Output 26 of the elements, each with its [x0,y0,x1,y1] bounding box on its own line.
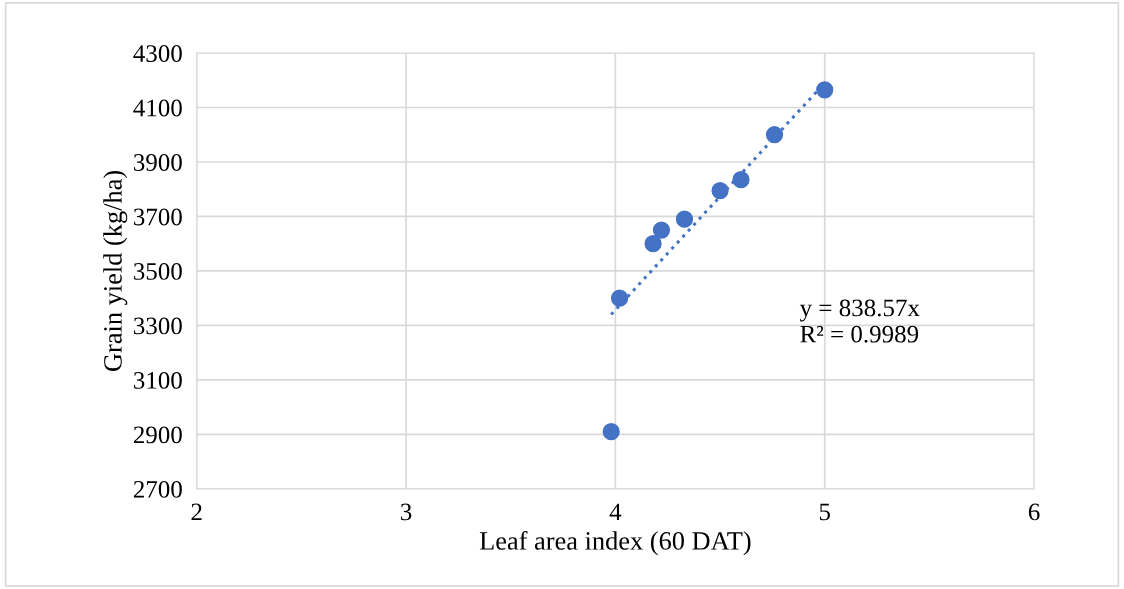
x-tick-label: 4 [609,503,622,521]
y-tick-label: 2700 [133,480,182,498]
point [652,221,671,239]
y-tick-label: 3700 [134,208,182,226]
x-axis-title: Leaf area index (60 DAT) [479,530,751,556]
point [816,81,834,99]
y-tick-label: 2900 [133,426,182,444]
y-tick-label: 3900 [134,154,182,171]
y-tick-label: 4100 [133,99,182,117]
y-tick-label: 4300 [133,45,182,62]
point [675,210,694,228]
y-tick-label: 3500 [134,262,182,280]
annotation: y = 838.57x R² = 0.9989 [799,299,920,343]
y-tick-label: 3100 [134,371,182,389]
y-axis-title: Grain yield (kg/ha) [103,170,128,371]
point [610,289,629,307]
point [732,171,750,189]
point [765,126,784,144]
y-tick-label: 3300 [134,317,182,335]
point [644,235,662,253]
point [602,423,620,441]
x-tick-label: 6 [1028,503,1040,521]
x-tick-label: 5 [819,503,831,521]
point [711,181,729,200]
x-tick-label: 2 [191,503,202,521]
x-tick-label: 3 [400,503,412,521]
